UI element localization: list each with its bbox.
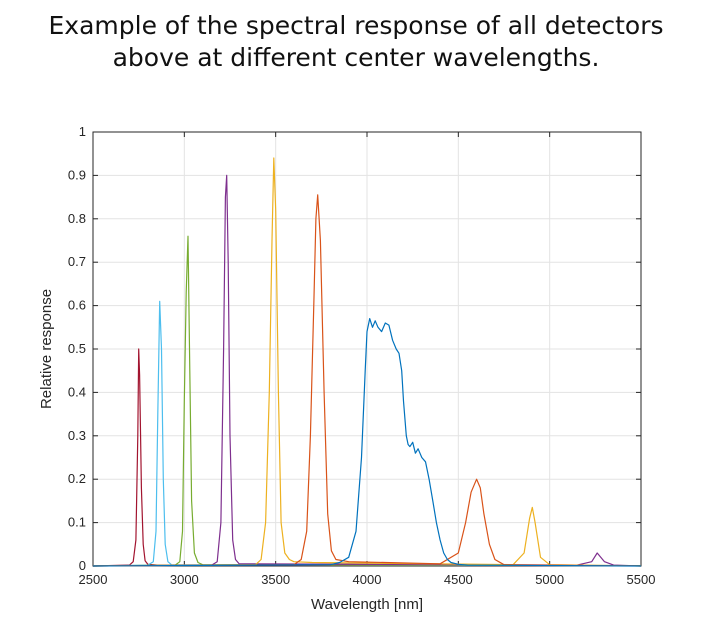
y-tick-label: 1 (79, 124, 86, 139)
y-tick-label: 0.2 (68, 471, 86, 486)
series-line-2 (92, 300, 642, 567)
chart-title-line-1: Example of the spectral response of all … (48, 11, 664, 40)
y-tick-label: 0.5 (68, 341, 86, 356)
y-tick-label: 0.7 (68, 254, 86, 269)
x-tick-label: 3000 (170, 572, 199, 587)
x-tick-label: 4000 (353, 572, 382, 587)
y-tick-label: 0.1 (68, 515, 86, 530)
series (92, 157, 642, 567)
series-line-1 (92, 348, 642, 567)
x-tick-label: 5000 (535, 572, 564, 587)
y-axis-label: Relative response (38, 289, 55, 409)
x-tick-label: 5500 (627, 572, 656, 587)
ticks: 2500 3000 3500 4000 4500 5000 5500 0 0.1 0.2 0.3 0.… (68, 124, 656, 587)
y-tick-label: 0.9 (68, 167, 86, 182)
y-tick-label: 0.4 (68, 384, 86, 399)
y-tick-label: 0.6 (68, 298, 86, 313)
series-line-7 (92, 318, 642, 567)
series-line-3 (92, 235, 642, 567)
chart-title: Example of the spectral response of all … (0, 10, 712, 74)
series-line-5 (92, 157, 642, 567)
x-tick-label: 4500 (444, 572, 473, 587)
grid (92, 131, 642, 567)
x-tick-label: 2500 (79, 572, 108, 587)
y-tick-label: 0.8 (68, 211, 86, 226)
chart-title-line-2: above at different center wavelengths. (112, 43, 600, 72)
y-tick-label: 0 (79, 558, 86, 573)
y-tick-label: 0.3 (68, 428, 86, 443)
series-line-4 (92, 174, 642, 567)
x-axis-label: Wavelength [nm] (311, 596, 423, 613)
x-tick-label: 3500 (261, 572, 290, 587)
